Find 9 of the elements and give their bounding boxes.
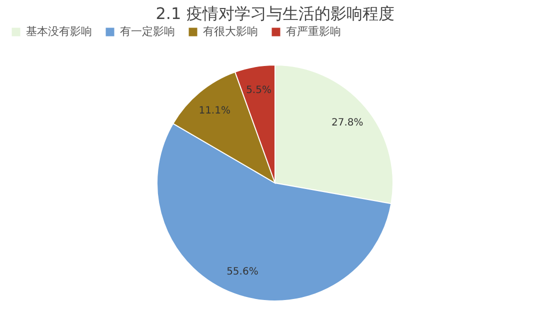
legend-label: 有严重影响: [286, 25, 341, 38]
legend-label: 基本没有影响: [26, 25, 92, 38]
data-label: 55.6%: [226, 266, 258, 278]
data-label: 11.1%: [198, 105, 230, 116]
data-label: 5.5%: [246, 85, 272, 96]
legend-label: 有一定影响: [120, 25, 175, 38]
data-label: 27.8%: [331, 117, 364, 128]
legend-label: 有很大影响: [203, 25, 258, 38]
chart-title: 2.1 疫情对学习与生活的影响程度: [156, 4, 394, 23]
